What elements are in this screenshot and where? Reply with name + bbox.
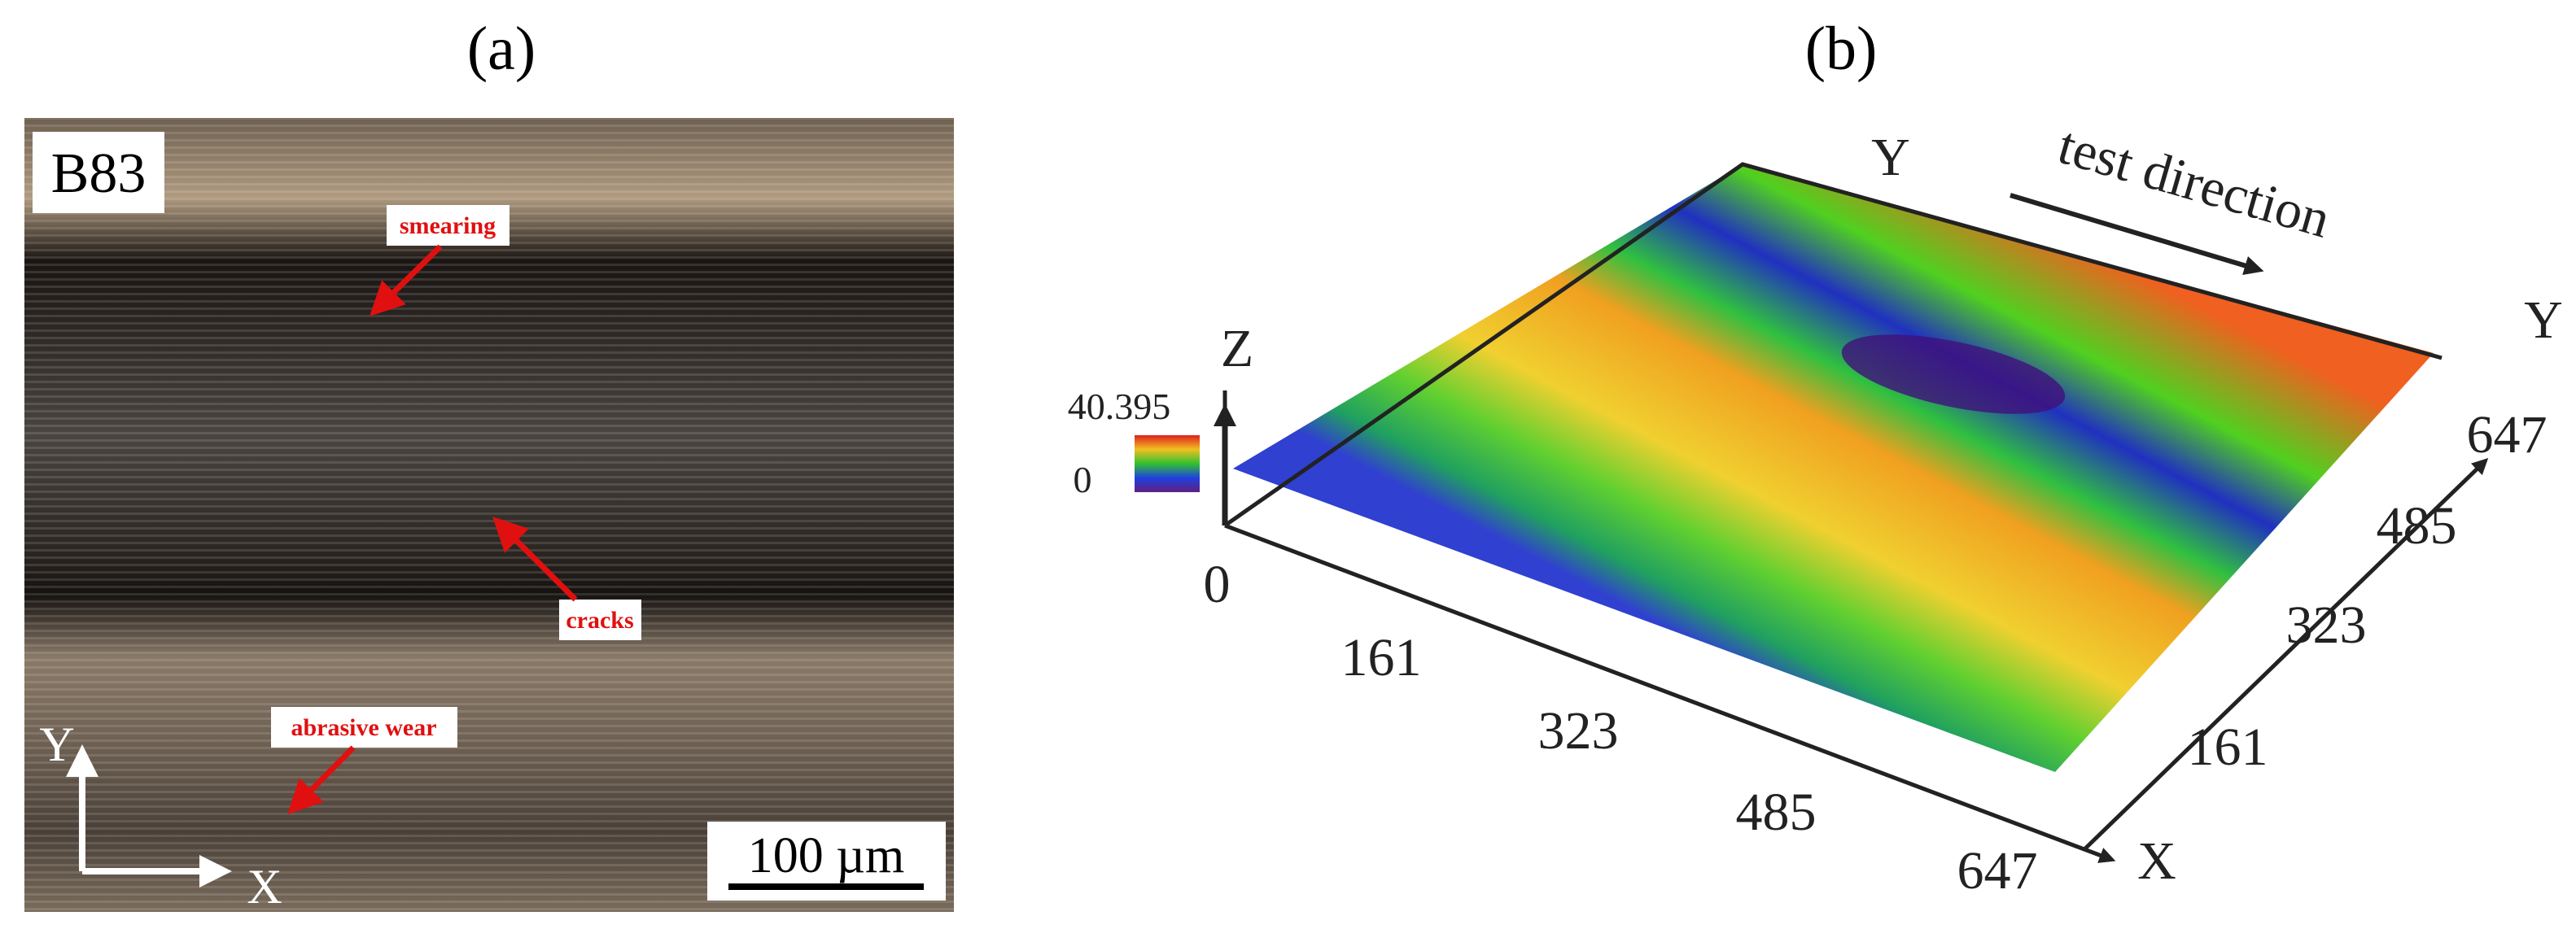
colorbar: [1135, 435, 1200, 492]
annotation-box: [271, 707, 457, 748]
axis-label: Z: [1221, 319, 1253, 378]
y-tick-label: 485: [2377, 496, 2457, 556]
y-tick-label: 647: [2467, 405, 2548, 465]
texture: [24, 118, 954, 912]
scale-label: 100 µm: [748, 828, 904, 883]
annotation: abrasive wear: [291, 714, 436, 741]
direction-arrow: [2010, 193, 2264, 276]
annotation-box: [387, 205, 510, 246]
panel-label: (a): [467, 15, 536, 83]
direction-label: test direction: [2052, 116, 2337, 250]
sample-box: [33, 132, 164, 213]
annotation: smearing: [400, 212, 496, 239]
arrow: [287, 745, 356, 814]
x-tick-label: 647: [1957, 841, 2038, 901]
wear-track: [1841, 334, 2066, 414]
axis-label: X: [2137, 831, 2176, 891]
annotation: cracks: [566, 607, 633, 634]
surface: [1233, 164, 2434, 772]
axis-label: Y: [39, 717, 74, 771]
axis-label: Y: [1871, 128, 1910, 187]
x-tick-label: 485: [1736, 783, 1817, 842]
y-tick-label: 323: [2286, 595, 2367, 655]
y-axis: [2082, 458, 2489, 852]
arrow: [370, 244, 443, 316]
colorbar-label: 0: [1074, 459, 1092, 500]
x-tick-label: 0: [1204, 555, 1231, 614]
sample-label: B83: [51, 142, 147, 205]
x-tick-label: 161: [1341, 628, 1422, 687]
arrow: [492, 517, 578, 602]
x-tick-label: 323: [1538, 701, 1619, 761]
axis-label: Y: [2524, 290, 2563, 350]
annotation-box: [559, 600, 641, 640]
panel-label: (b): [1805, 15, 1878, 83]
y-tick-label: 161: [2188, 717, 2268, 777]
x-axis: [1224, 523, 2116, 863]
colorbar-label: 40.395: [1068, 386, 1171, 427]
axis-label: X: [247, 860, 282, 914]
